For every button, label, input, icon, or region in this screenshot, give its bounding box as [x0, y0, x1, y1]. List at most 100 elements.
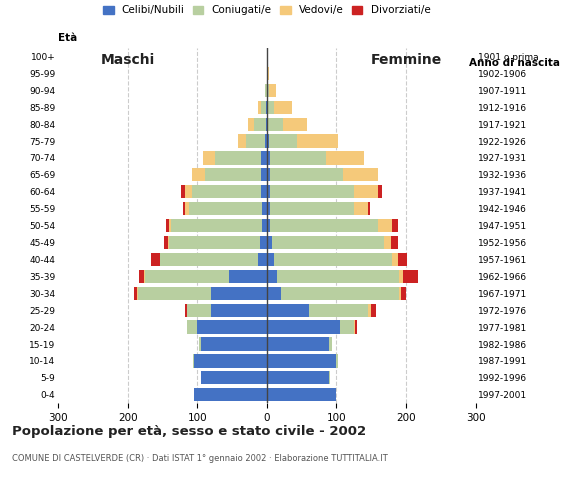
Bar	[378, 185, 382, 198]
Bar	[391, 236, 398, 249]
Text: Femmine: Femmine	[371, 53, 441, 67]
Legend: Celibi/Nubili, Coniugati/e, Vedovi/e, Divorziati/e: Celibi/Nubili, Coniugati/e, Vedovi/e, Di…	[103, 5, 430, 15]
Bar	[191, 185, 261, 198]
Bar	[186, 202, 189, 216]
Bar	[211, 287, 267, 300]
Bar	[194, 354, 267, 368]
Bar	[399, 287, 401, 300]
Bar	[267, 168, 270, 181]
Bar	[261, 185, 267, 198]
Text: Età: Età	[58, 33, 77, 43]
Bar	[267, 118, 283, 131]
Bar	[201, 371, 267, 384]
Bar	[336, 354, 338, 368]
Bar	[266, 101, 267, 114]
Bar	[258, 253, 267, 266]
Bar	[189, 202, 262, 216]
Bar	[269, 84, 276, 97]
Bar	[371, 303, 376, 317]
Bar	[172, 219, 262, 232]
Bar	[297, 134, 339, 148]
Bar	[211, 303, 267, 317]
Bar	[355, 321, 357, 334]
Bar	[145, 270, 229, 283]
Bar	[398, 253, 407, 266]
Bar	[262, 202, 267, 216]
Bar	[267, 253, 274, 266]
Bar	[267, 287, 281, 300]
Bar	[267, 84, 269, 97]
Bar	[401, 287, 406, 300]
Bar	[138, 287, 211, 300]
Bar	[343, 168, 378, 181]
Bar	[270, 219, 378, 232]
Bar	[368, 202, 370, 216]
Bar	[368, 303, 371, 317]
Bar	[151, 253, 160, 266]
Bar	[267, 101, 274, 114]
Bar	[166, 219, 169, 232]
Bar	[270, 202, 354, 216]
Bar	[193, 354, 194, 368]
Bar	[384, 236, 391, 249]
Bar	[144, 270, 145, 283]
Bar	[326, 151, 364, 165]
Bar	[183, 202, 186, 216]
Bar	[139, 270, 144, 283]
Bar	[267, 354, 336, 368]
Bar	[267, 236, 273, 249]
Bar	[200, 337, 201, 350]
Bar	[270, 168, 343, 181]
Bar	[262, 219, 267, 232]
Bar	[197, 321, 267, 334]
Bar	[392, 219, 398, 232]
Bar	[260, 101, 266, 114]
Text: Popolazione per età, sesso e stato civile - 2002: Popolazione per età, sesso e stato civil…	[12, 425, 366, 438]
Bar	[273, 236, 384, 249]
Bar	[267, 219, 270, 232]
Bar	[267, 303, 309, 317]
Bar	[169, 219, 172, 232]
Bar	[258, 101, 260, 114]
Bar	[267, 67, 269, 80]
Bar	[267, 270, 277, 283]
Bar	[266, 84, 267, 97]
Bar	[165, 236, 168, 249]
Bar	[184, 185, 191, 198]
Bar	[264, 84, 266, 97]
Bar	[194, 388, 267, 401]
Bar	[403, 270, 418, 283]
Bar	[238, 134, 246, 148]
Bar	[267, 185, 270, 198]
Text: COMUNE DI CASTELVERDE (CR) · Dati ISTAT 1° gennaio 2002 · Elaborazione TUTTITALI: COMUNE DI CASTELVERDE (CR) · Dati ISTAT …	[12, 454, 387, 463]
Bar	[354, 321, 355, 334]
Bar	[277, 270, 399, 283]
Bar	[267, 371, 329, 384]
Bar	[187, 321, 197, 334]
Bar	[378, 219, 392, 232]
Bar	[193, 168, 205, 181]
Bar	[281, 287, 399, 300]
Text: Maschi: Maschi	[100, 53, 155, 67]
Bar	[266, 118, 267, 131]
Bar	[270, 185, 354, 198]
Bar	[260, 168, 267, 181]
Bar	[160, 253, 258, 266]
Bar	[260, 236, 267, 249]
Bar	[215, 151, 260, 165]
Bar	[392, 253, 398, 266]
Bar	[169, 236, 260, 249]
Bar	[187, 303, 211, 317]
Bar	[329, 371, 330, 384]
Bar	[260, 151, 267, 165]
Bar	[248, 118, 253, 131]
Bar	[274, 253, 392, 266]
Bar	[267, 151, 270, 165]
Bar	[309, 303, 368, 317]
Bar	[267, 134, 269, 148]
Bar	[229, 270, 267, 283]
Bar	[270, 151, 326, 165]
Bar	[181, 185, 184, 198]
Text: Anno di nascita: Anno di nascita	[469, 58, 560, 68]
Bar	[329, 337, 332, 350]
